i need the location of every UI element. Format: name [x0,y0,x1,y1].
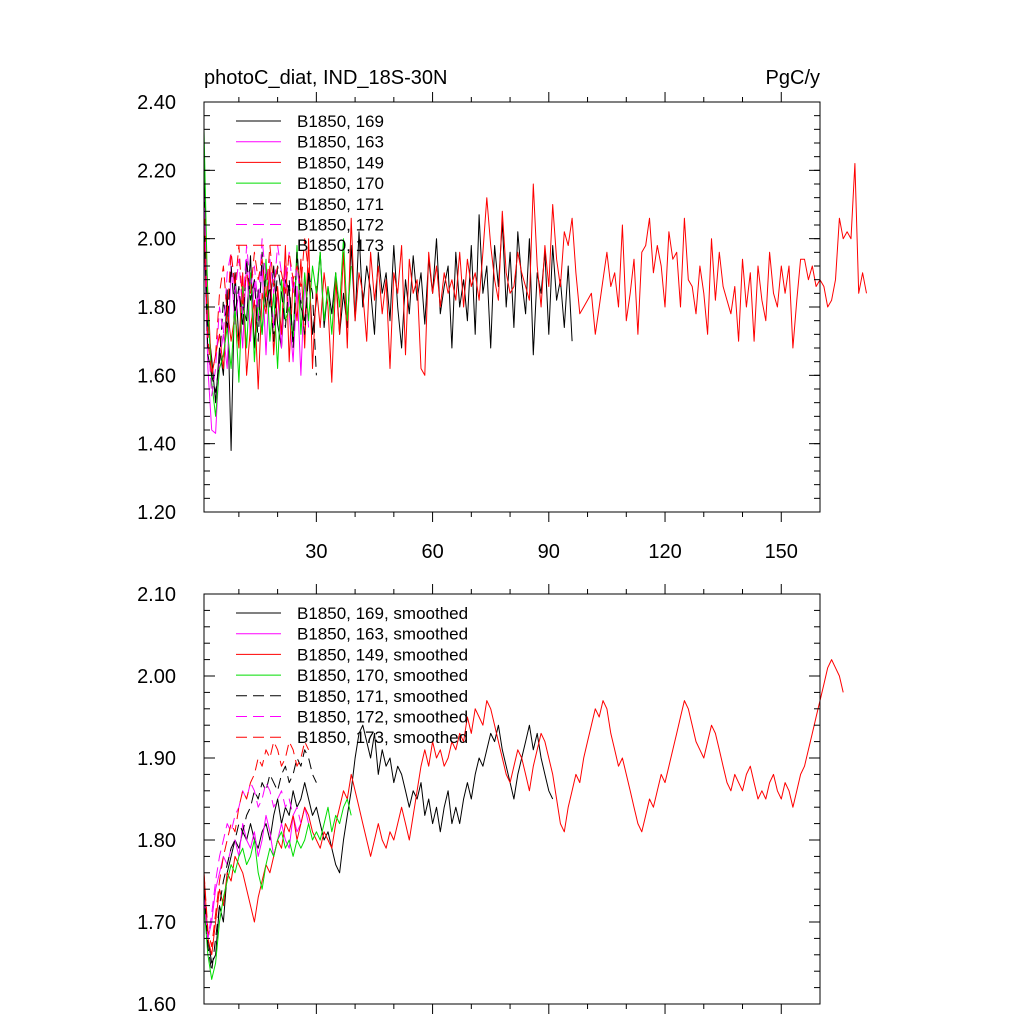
y-tick-label: 1.80 [137,297,176,319]
series-line-0-4 [203,218,317,393]
top-panel: photoC_diat, IND_18S-30N PgC/y 1.201.401… [137,67,867,563]
y-tick-label: 2.10 [137,584,176,606]
y-tick-label: 2.00 [137,229,176,251]
bottom-panel: 1.60 1.70 1.80 1.90 2.00 2.10 B1850, 169, smo… [137,584,844,1016]
legend-label-1-3: B1850, 170, smoothed [297,666,468,685]
x-tick-label: 30 [305,541,327,563]
series-line-1-0 [203,724,554,964]
top-series-group [203,129,867,451]
bottom-legend: B1850, 169, smoothed B1850, 163, smoothed… [236,604,468,747]
legend-label-0-0: B1850, 169 [297,112,384,131]
legend-label-0-3: B1850, 170 [297,174,384,193]
y-tick-label: 1.60 [137,994,176,1016]
bottom-plot-frame [203,593,821,1005]
legend-label-0-1: B1850, 163 [297,133,384,152]
units-label: PgC/y [766,67,820,89]
series-line-1-6 [203,741,310,948]
top-plot-frame [203,101,821,513]
series-line-1-2 [203,659,844,956]
top-axes-group: 1.20 1.40 1.60 1.80 2.00 2.20 2.40 30 60 90 120 150 [137,92,820,563]
x-tick-label: 150 [765,541,798,563]
series-line-1-4 [203,749,317,972]
legend-label-1-4: B1850, 171, smoothed [297,687,468,706]
y-tick-label: 1.80 [137,830,176,852]
series-line-1-3 [203,798,352,980]
legend-label-1-6: B1850, 173, smoothed [297,728,468,747]
x-tick-label: 120 [648,541,681,563]
y-tick-label: 1.90 [137,748,176,770]
series-line-0-6 [203,224,310,376]
series-line-1-5 [203,782,302,939]
legend-label-0-6: B1850, 173 [297,236,384,255]
series-line-1-1 [203,806,310,939]
series-line-0-3 [203,129,352,417]
legend-label-1-0: B1850, 169, smoothed [297,604,468,623]
legend-label-1-2: B1850, 149, smoothed [297,645,468,664]
series-line-0-0 [203,170,573,451]
legend-label-0-4: B1850, 171 [297,195,384,214]
y-tick-label: 1.20 [137,502,176,524]
series-line-0-1 [203,231,310,434]
y-tick-label: 1.70 [137,912,176,934]
legend-label-0-5: B1850, 172 [297,216,384,235]
y-tick-label: 2.40 [137,92,176,114]
y-tick-label: 1.40 [137,434,176,456]
legend-label-1-1: B1850, 163, smoothed [297,625,468,644]
y-tick-label: 1.60 [137,365,176,387]
y-tick-label: 2.20 [137,160,176,182]
chart-title: photoC_diat, IND_18S-30N [204,67,447,89]
legend-label-0-2: B1850, 149 [297,153,384,172]
x-tick-label: 60 [421,541,443,563]
bottom-series-group [203,659,844,980]
legend-label-1-5: B1850, 172, smoothed [297,708,468,727]
bottom-axes-group: 1.60 1.70 1.80 1.90 2.00 2.10 [137,584,820,1016]
x-tick-label: 90 [538,541,560,563]
y-tick-label: 2.00 [137,666,176,688]
